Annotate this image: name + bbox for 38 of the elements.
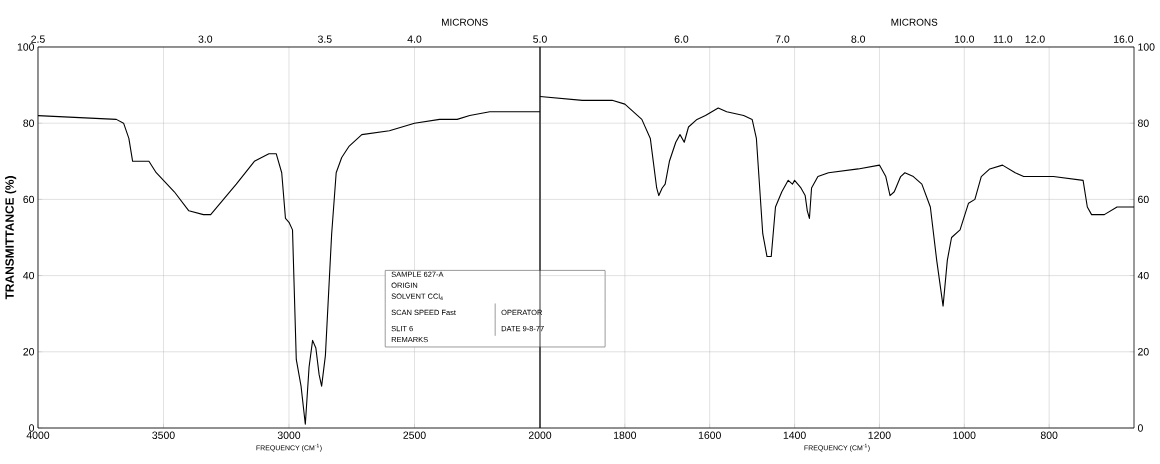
text: 8.0 xyxy=(851,35,866,43)
text: 7.0 xyxy=(775,35,790,43)
y-tick-label: 40 xyxy=(23,271,35,280)
text: 5.0 xyxy=(533,35,547,43)
y-axis-title: TRANSMITTANCE (%) xyxy=(5,176,17,300)
text: 12.0 xyxy=(1025,35,1045,43)
y2-tick-label: 80 xyxy=(1137,119,1149,127)
x-tick-label: 4000 xyxy=(26,431,50,439)
text: 4.0 xyxy=(407,35,422,43)
text: 11.0 xyxy=(993,35,1013,43)
text: 2.5 xyxy=(31,35,45,43)
y2-tick-label: 60 xyxy=(1138,195,1149,204)
y2-tick-label: 100 xyxy=(1138,43,1155,51)
y2-tick-label: 0 xyxy=(1137,424,1143,432)
x-tick-label: 1400 xyxy=(783,431,806,439)
y-tick-label: 100 xyxy=(17,43,35,51)
y-tick-label: 0 xyxy=(29,424,35,432)
x-tick-label: 800 xyxy=(1040,431,1058,439)
text: 3.5 xyxy=(317,35,332,43)
x-tick-label: 1200 xyxy=(868,431,891,439)
x2-axis-title: MICRONS xyxy=(891,18,938,26)
x2-axis-title: MICRONS xyxy=(441,18,488,26)
text: 10.0 xyxy=(954,35,975,43)
x-tick-label: 3000 xyxy=(277,431,301,439)
text: 6.0 xyxy=(674,35,689,43)
y2-tick-label: 40 xyxy=(1137,271,1149,280)
x-tick-label: 2000 xyxy=(528,431,552,439)
y-tick-label: 20 xyxy=(23,348,35,356)
y-tick-label: 60 xyxy=(23,195,35,204)
x-tick-label: 1000 xyxy=(953,431,976,439)
y-tick-label: 80 xyxy=(23,119,35,127)
x-tick-label: 1600 xyxy=(698,431,721,439)
x-tick-label: 2500 xyxy=(403,431,426,439)
x-tick-label: 1800 xyxy=(614,431,637,439)
text: 3.0 xyxy=(198,35,213,43)
text: 16.0 xyxy=(1113,35,1134,43)
x-tick-label: 3500 xyxy=(152,431,175,439)
y2-tick-label: 20 xyxy=(1138,348,1149,356)
